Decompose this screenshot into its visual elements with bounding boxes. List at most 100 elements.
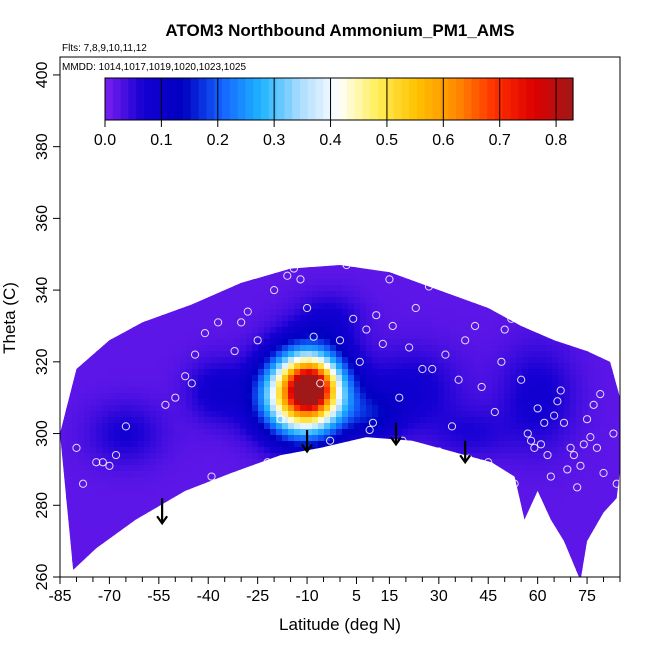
heatmap-cell	[276, 273, 283, 280]
heatmap-cell	[342, 285, 349, 292]
heatmap-cell	[192, 153, 199, 160]
heatmap-cell	[288, 519, 295, 526]
heatmap-cell	[342, 291, 349, 298]
heatmap-cell	[306, 141, 313, 148]
heatmap-cell	[360, 393, 367, 400]
heatmap-cell	[396, 549, 403, 556]
heatmap-cell	[366, 303, 373, 310]
heatmap-cell	[270, 351, 277, 358]
heatmap-cell	[150, 265, 157, 268]
heatmap-cell	[198, 417, 205, 424]
heatmap-cell	[66, 567, 73, 574]
heatmap-cell	[144, 459, 151, 466]
heatmap-cell	[72, 363, 79, 370]
heatmap-cell	[210, 537, 217, 544]
heatmap-cell	[264, 531, 271, 538]
heatmap-cell	[96, 369, 103, 376]
heatmap-cell	[270, 375, 277, 382]
heatmap-cell	[138, 405, 145, 412]
heatmap-cell	[342, 441, 349, 448]
heatmap-cell	[234, 237, 241, 244]
heatmap-cell	[258, 243, 265, 250]
heatmap-cell	[378, 333, 385, 340]
heatmap-cell	[246, 135, 253, 142]
heatmap-cell	[150, 291, 157, 298]
heatmap-cell	[156, 399, 163, 406]
heatmap-cell	[198, 177, 205, 184]
heatmap-cell	[402, 237, 409, 244]
heatmap-cell	[240, 351, 247, 358]
heatmap-cell	[132, 405, 139, 412]
heatmap-cell	[72, 351, 79, 358]
heatmap-cell	[210, 123, 217, 130]
heatmap-cell	[246, 153, 253, 160]
heatmap-cell	[192, 195, 199, 202]
heatmap-cell	[132, 195, 139, 202]
heatmap-cell	[372, 225, 379, 232]
heatmap-cell	[366, 255, 373, 262]
heatmap-cell	[396, 69, 403, 76]
heatmap-cell	[72, 309, 79, 316]
heatmap-cell	[246, 213, 253, 220]
heatmap-cell	[66, 279, 73, 286]
heatmap-cell	[396, 333, 403, 340]
heatmap-cell	[174, 135, 181, 142]
heatmap-cell	[264, 153, 271, 160]
heatmap-cell	[252, 201, 259, 208]
heatmap-cell	[180, 453, 187, 460]
heatmap-cell	[366, 471, 373, 478]
heatmap-cell	[360, 165, 367, 172]
heatmap-cell	[84, 429, 91, 436]
heatmap-cell	[312, 63, 319, 70]
heatmap-cell	[174, 345, 181, 352]
heatmap-cell	[204, 237, 211, 244]
heatmap-cell	[180, 321, 187, 328]
heatmap-cell	[150, 441, 157, 448]
heatmap-cell	[78, 465, 85, 472]
heatmap-cell	[384, 453, 391, 460]
heatmap-cell	[348, 453, 355, 460]
heatmap-cell	[138, 477, 145, 484]
heatmap-cell	[174, 483, 181, 490]
heatmap-cell	[114, 567, 121, 574]
heatmap-cell	[234, 543, 241, 550]
heatmap-cell	[390, 567, 397, 574]
heatmap-cell	[372, 165, 379, 172]
heatmap-cell	[216, 213, 223, 220]
heatmap-cell	[360, 201, 367, 208]
heatmap-cell	[306, 255, 313, 262]
heatmap-cell	[246, 483, 253, 490]
heatmap-cell	[192, 321, 199, 328]
heatmap-cell	[102, 231, 109, 238]
heatmap-cell	[102, 561, 109, 568]
heatmap-cell	[192, 477, 199, 484]
heatmap-cell	[300, 387, 307, 394]
heatmap-cell	[156, 543, 163, 550]
heatmap-cell	[174, 489, 181, 496]
heatmap-cell	[72, 135, 79, 142]
heatmap-cell	[276, 183, 283, 190]
heatmap-cell	[66, 537, 73, 544]
heatmap-cell	[306, 171, 313, 178]
heatmap-cell	[306, 201, 313, 208]
heatmap-cell	[342, 483, 349, 490]
heatmap-cell	[324, 345, 331, 352]
heatmap-cell	[192, 363, 199, 370]
heatmap-cell	[60, 219, 67, 226]
heatmap-cell	[228, 123, 235, 130]
heatmap-cell	[204, 255, 211, 262]
heatmap-cell	[306, 237, 313, 244]
heatmap-cell	[378, 555, 385, 562]
heatmap-cell	[396, 543, 403, 550]
heatmap-cell	[240, 405, 247, 412]
heatmap-cell	[354, 537, 361, 544]
heatmap-cell	[66, 411, 73, 418]
heatmap-cell	[210, 507, 217, 514]
heatmap-cell	[144, 513, 151, 520]
heatmap-cell	[96, 225, 103, 232]
heatmap-cell	[342, 477, 349, 484]
heatmap-cell	[162, 525, 169, 532]
heatmap-cell	[300, 265, 307, 268]
heatmap-cell	[90, 225, 97, 232]
heatmap-cell	[318, 189, 325, 196]
